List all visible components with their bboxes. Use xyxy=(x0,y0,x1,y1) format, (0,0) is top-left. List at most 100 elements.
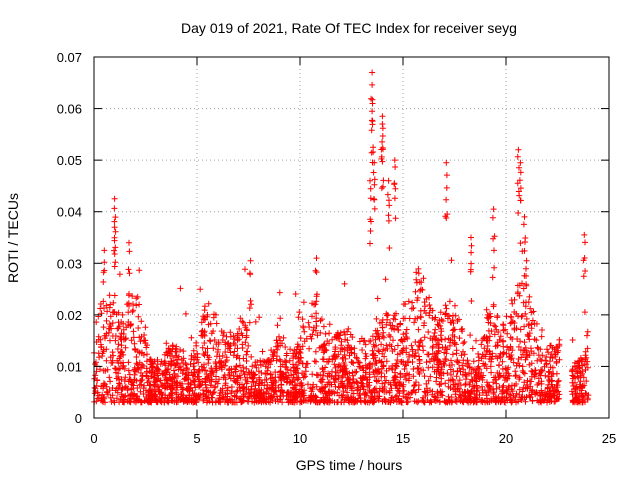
roti-point xyxy=(376,348,383,355)
roti-point xyxy=(531,320,538,327)
roti-point xyxy=(490,386,497,392)
roti-point xyxy=(527,305,534,312)
roti-point xyxy=(332,364,339,371)
roti-point xyxy=(100,382,107,389)
roti-point xyxy=(247,390,254,397)
roti-point xyxy=(272,379,279,386)
roti-point xyxy=(539,327,545,333)
roti-point xyxy=(412,288,419,295)
roti-point xyxy=(313,383,320,390)
roti-point xyxy=(142,324,149,331)
roti-point xyxy=(175,353,182,360)
roti-point xyxy=(544,346,550,353)
roti-point xyxy=(494,355,501,362)
roti-point xyxy=(222,349,229,355)
roti-point xyxy=(164,380,171,387)
roti-point xyxy=(479,399,486,405)
roti-point xyxy=(110,299,117,306)
roti-point xyxy=(115,373,122,380)
roti-point xyxy=(397,370,404,377)
roti-point xyxy=(112,214,119,221)
roti-point xyxy=(422,393,429,399)
roti-point xyxy=(380,183,386,190)
roti-point xyxy=(111,292,118,299)
roti-point xyxy=(462,369,469,376)
roti-point xyxy=(528,378,535,385)
roti-point xyxy=(507,345,514,351)
roti-point xyxy=(97,336,104,343)
y-tick-label: 0.06 xyxy=(57,102,82,117)
roti-point xyxy=(515,146,522,153)
roti-point xyxy=(573,393,579,399)
roti-point xyxy=(447,339,454,346)
roti-point xyxy=(262,371,269,377)
roti-point xyxy=(313,298,320,305)
roti-point xyxy=(516,177,523,184)
roti-point xyxy=(415,369,422,375)
roti-point xyxy=(486,399,493,405)
roti-point xyxy=(438,364,445,370)
roti-point xyxy=(370,369,377,376)
roti-point xyxy=(391,195,398,202)
roti-point xyxy=(541,363,548,370)
roti-point xyxy=(266,357,273,363)
roti-point xyxy=(524,351,531,358)
roti-point xyxy=(480,335,487,342)
roti-point xyxy=(116,380,123,387)
x-axis-label: GPS time / hours xyxy=(296,457,403,473)
roti-point xyxy=(126,376,133,383)
roti-point xyxy=(246,371,253,378)
roti-point xyxy=(200,316,207,323)
roti-point xyxy=(448,371,454,378)
roti-point xyxy=(127,392,134,399)
roti-point xyxy=(265,398,272,405)
roti-point xyxy=(152,397,159,404)
roti-point xyxy=(177,346,184,353)
roti-point xyxy=(405,377,412,384)
roti-point xyxy=(389,363,396,369)
roti-point xyxy=(389,394,396,401)
roti-point xyxy=(494,313,501,319)
roti-point xyxy=(514,289,521,296)
roti-point xyxy=(443,356,450,363)
roti-point xyxy=(352,369,358,376)
roti-point xyxy=(97,366,103,373)
roti-point xyxy=(118,342,125,349)
roti-point xyxy=(117,396,124,403)
roti-point xyxy=(368,127,375,134)
roti-point xyxy=(228,390,235,396)
roti-point xyxy=(148,373,155,380)
roti-point xyxy=(381,389,388,395)
roti-point xyxy=(522,356,529,363)
roti-point xyxy=(421,399,428,406)
roti-point xyxy=(435,368,442,374)
roti-point xyxy=(392,215,399,222)
roti-point xyxy=(280,334,287,341)
roti-point xyxy=(283,374,290,381)
roti-point xyxy=(500,382,507,389)
roti-point xyxy=(551,392,558,399)
roti-point xyxy=(568,388,575,395)
roti-point xyxy=(306,324,313,330)
roti-point xyxy=(496,336,503,343)
roti-point xyxy=(150,364,156,370)
roti-point xyxy=(517,338,524,345)
roti-point xyxy=(157,397,164,404)
roti-point xyxy=(494,369,501,376)
roti-point xyxy=(344,374,351,381)
roti-point xyxy=(174,379,181,386)
roti-point xyxy=(415,346,421,353)
roti-point xyxy=(212,365,219,372)
roti-point xyxy=(512,368,519,375)
roti-point xyxy=(111,251,118,257)
roti-point xyxy=(101,247,108,254)
roti-point xyxy=(445,335,452,342)
roti-point xyxy=(555,377,562,384)
roti-point xyxy=(382,347,389,354)
roti-point xyxy=(515,360,521,367)
roti-point xyxy=(104,366,111,373)
x-tick-label: 25 xyxy=(602,431,616,446)
roti-point xyxy=(338,345,344,352)
roti-point xyxy=(539,392,546,399)
roti-point xyxy=(191,360,198,367)
